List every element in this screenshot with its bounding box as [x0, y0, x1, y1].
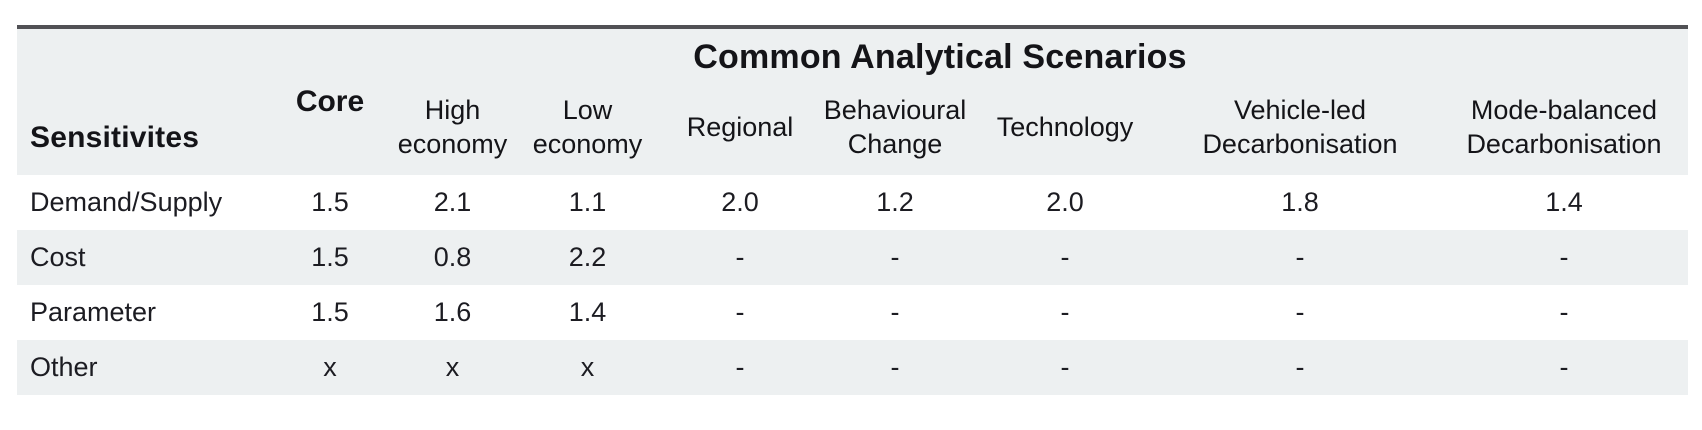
cell-value: -	[1060, 352, 1070, 382]
cell-value: 0.8	[433, 242, 472, 272]
table-row-demand-supply: Demand/Supply 1.5 2.1 1.1 2.0 1.2 2.0 1.…	[17, 175, 1688, 230]
cell-value: 1.2	[876, 187, 914, 217]
row-label: Parameter	[30, 297, 157, 327]
cell-value: x	[580, 352, 595, 382]
cell-value: 1.4	[1545, 187, 1583, 217]
cell-value: -	[1295, 352, 1305, 382]
cell-value: 2.0	[721, 187, 759, 217]
cell-value: x	[445, 352, 460, 382]
cell-value: -	[735, 242, 745, 272]
cell-value: 1.1	[568, 187, 607, 217]
cell-value: -	[1295, 297, 1305, 327]
corner-header-sensitivites: Sensitivites	[17, 27, 270, 175]
sensitivities-scenarios-table: Sensitivites Core Common Analytical Scen…	[17, 25, 1688, 395]
row-label: Cost	[30, 242, 86, 272]
cell-value: 1.6	[433, 297, 472, 327]
column-header-high-economy: High economy	[390, 85, 515, 175]
cell-value: -	[890, 352, 900, 382]
row-label: Other	[30, 352, 98, 382]
table-title: Common Analytical Scenarios	[390, 27, 1688, 85]
table-row-other: Other x x x - - - - -	[17, 340, 1688, 395]
table-row-parameter: Parameter 1.5 1.6 1.4 - - - - -	[17, 285, 1688, 340]
row-label: Demand/Supply	[30, 187, 223, 217]
cell-value: -	[1559, 297, 1569, 327]
cell-value: -	[1295, 242, 1305, 272]
cell-value: 1.5	[311, 187, 349, 217]
cell-value: -	[1060, 242, 1070, 272]
cell-value: -	[1559, 242, 1569, 272]
scenario-header-row: High economy Low economy Regional Behavi…	[17, 85, 1688, 175]
cell-value: 1.5	[311, 242, 349, 272]
column-header-vehicle-led-decarbonisation: Vehicle-led Decarbonisation	[1160, 85, 1440, 175]
cell-value: -	[890, 242, 900, 272]
cell-value: -	[735, 352, 745, 382]
cell-value: 1.4	[568, 297, 607, 327]
column-header-core: Core	[270, 27, 390, 175]
table-row-cost: Cost 1.5 0.8 2.2 - - - - -	[17, 230, 1688, 285]
cell-value: x	[323, 352, 337, 382]
cell-value: -	[735, 297, 745, 327]
column-header-behavioural-change: Behavioural Change	[820, 85, 970, 175]
document-page: Sensitivites Core Common Analytical Scen…	[0, 25, 1702, 430]
title-row: Sensitivites Core Common Analytical Scen…	[17, 27, 1688, 175]
column-header-mode-balanced-decarbonisation: Mode-balanced Decarbonisation	[1440, 85, 1688, 175]
column-header-regional: Regional	[660, 85, 820, 175]
column-header-technology: Technology	[970, 85, 1160, 175]
column-header-low-economy: Low economy	[515, 85, 660, 175]
cell-value: 2.1	[433, 187, 472, 217]
cell-value: 1.8	[1281, 187, 1319, 217]
cell-value: 2.0	[1046, 187, 1084, 217]
cell-value: -	[1060, 297, 1070, 327]
cell-value: 1.5	[311, 297, 349, 327]
cell-value: -	[1559, 352, 1569, 382]
cell-value: -	[890, 297, 900, 327]
cell-value: 2.2	[568, 242, 607, 272]
